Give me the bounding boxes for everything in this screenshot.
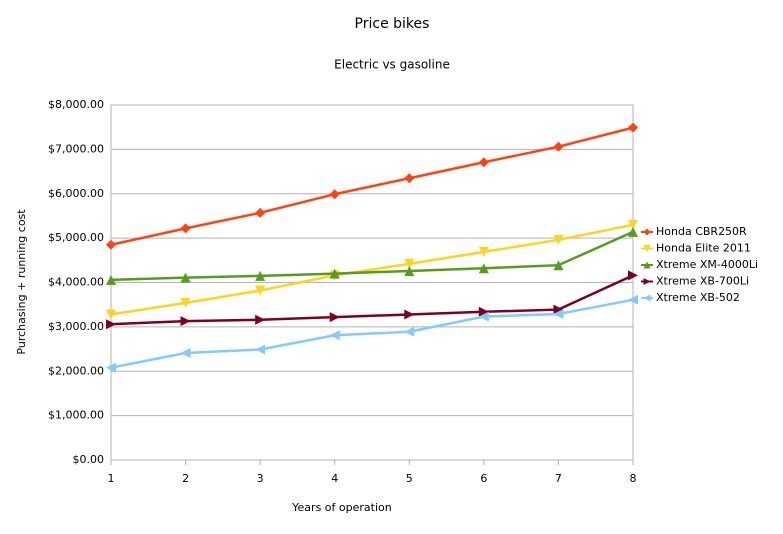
- point: [255, 207, 266, 218]
- y-tick-label: $1,000.00: [48, 409, 104, 422]
- x-tick-label: 8: [630, 472, 637, 485]
- legend-label: Xtreme XB-502: [656, 291, 740, 304]
- y-tick-label: $2,000.00: [48, 364, 104, 377]
- point: [106, 274, 116, 285]
- point: [553, 141, 564, 152]
- y-tick-label: $5,000.00: [48, 231, 104, 244]
- series-line: [110, 230, 634, 282]
- legend-marker: [643, 294, 651, 302]
- x-tick-label: 3: [257, 472, 264, 485]
- point: [628, 294, 638, 305]
- x-axis-label: Years of operation: [291, 501, 391, 514]
- y-tick-label: $8,000.00: [48, 98, 104, 111]
- legend-label: Honda Elite 2011: [656, 242, 751, 255]
- point: [255, 285, 266, 296]
- point: [628, 226, 638, 237]
- point: [478, 157, 489, 168]
- point: [106, 362, 116, 373]
- legend-marker: [643, 245, 651, 252]
- y-tick-label: $0.00: [73, 453, 105, 466]
- x-tick-label: 5: [406, 472, 413, 485]
- point: [404, 309, 415, 320]
- point: [404, 258, 415, 269]
- chart-title: Price bikes: [355, 16, 430, 32]
- point: [404, 265, 415, 276]
- x-tick-label: 7: [555, 472, 562, 485]
- point: [255, 270, 266, 281]
- legend-marker: [643, 228, 651, 236]
- chart-subtitle: Electric vs gasoline: [334, 58, 450, 72]
- point: [180, 297, 191, 308]
- point: [329, 312, 340, 323]
- point: [180, 223, 191, 234]
- point: [106, 319, 116, 330]
- x-tick-label: 4: [331, 472, 338, 485]
- legend-marker: [643, 278, 651, 285]
- point: [404, 173, 415, 184]
- point: [478, 263, 489, 274]
- point: [329, 189, 340, 200]
- series-line: [110, 223, 634, 316]
- point: [478, 246, 489, 257]
- y-axis-label: Purchasing + running cost: [15, 209, 28, 355]
- point: [255, 314, 266, 325]
- point: [553, 234, 564, 245]
- point: [180, 272, 191, 283]
- x-tick-label: 1: [108, 472, 115, 485]
- legend-marker: [643, 261, 651, 269]
- x-tick-label: 2: [182, 472, 189, 485]
- point: [180, 348, 191, 359]
- point: [180, 316, 191, 327]
- legend-label: Xtreme XM-4000Li: [656, 258, 758, 271]
- point: [329, 268, 340, 279]
- point: [255, 344, 266, 355]
- series-line: [110, 274, 634, 326]
- legend-label: Xtreme XB-700Li: [656, 275, 749, 288]
- y-tick-label: $7,000.00: [48, 142, 104, 155]
- point: [329, 330, 340, 341]
- x-tick-label: 6: [480, 472, 487, 485]
- y-tick-label: $6,000.00: [48, 187, 104, 200]
- legend-label: Honda CBR250R: [656, 225, 747, 238]
- point: [553, 260, 564, 271]
- y-tick-label: $3,000.00: [48, 320, 104, 333]
- point: [628, 219, 638, 230]
- point: [478, 311, 489, 322]
- series-line: [110, 298, 634, 369]
- point: [404, 326, 415, 337]
- point: [553, 309, 564, 320]
- point: [106, 239, 116, 250]
- series-line: [110, 126, 634, 247]
- point: [628, 270, 638, 281]
- point: [628, 122, 638, 133]
- point: [106, 309, 116, 320]
- y-tick-label: $4,000.00: [48, 276, 104, 289]
- point: [478, 306, 489, 317]
- point: [553, 304, 564, 315]
